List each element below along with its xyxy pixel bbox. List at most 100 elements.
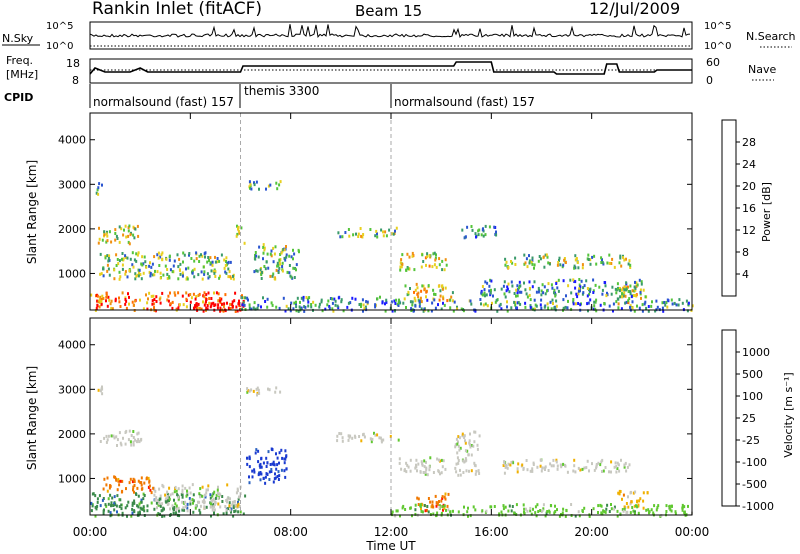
heatmap-cell [132,265,135,269]
heatmap-cell [533,263,536,267]
heatmap-cell [510,509,513,513]
heatmap-cell [533,307,536,311]
heatmap-cell [457,473,460,477]
heatmap-cell [608,470,610,474]
heatmap-cell [171,270,174,274]
heatmap-cell [261,270,263,274]
heatmap-cell [622,256,625,260]
heatmap-cell [488,225,491,229]
heatmap-cell [428,468,431,472]
heatmap-cell [161,502,164,506]
heatmap-cell [100,298,103,301]
heatmap-cell [357,232,360,236]
heatmap-cell [188,486,191,490]
heatmap-cell [139,298,141,302]
heatmap-cell [540,293,543,297]
heatmap-cell [445,508,447,512]
heatmap-cell [427,284,430,288]
heatmap-cell [98,494,101,498]
heatmap-cell [600,256,603,260]
heatmap-cell [619,490,622,493]
heatmap-cell [214,496,217,500]
heatmap-cell [444,258,447,262]
heatmap-cell [166,499,169,503]
heatmap-cell [417,462,420,466]
heatmap-cell [161,483,164,487]
heatmap-cell [186,277,189,281]
heatmap-cell [633,510,636,514]
heatmap-cell [213,505,216,509]
heatmap-cell [681,503,684,507]
heatmap-cell [258,245,261,249]
heatmap-cell [210,269,213,273]
heatmap-cell [280,251,283,255]
heatmap-cell [582,286,585,290]
heatmap-cell [459,473,462,477]
heatmap-cell [640,280,643,284]
heatmap-cell [116,510,118,514]
heatmap-cell [593,304,596,308]
heatmap-cell [226,483,229,487]
heatmap-cell [636,304,638,308]
heatmap-cell [281,265,284,268]
heatmap-cell [181,500,184,504]
heatmap-cell [145,477,148,481]
heatmap-cell [198,508,201,512]
heatmap-cell [417,295,420,299]
heatmap-cell [577,302,580,305]
heatmap-cell [441,284,443,288]
heatmap-cell [161,514,164,518]
heatmap-cell [285,304,288,308]
heatmap-cell [623,463,626,467]
heatmap-cell [400,467,403,471]
heatmap-cell [125,299,128,303]
heatmap-cell [257,449,260,453]
heatmap-cell [484,280,487,284]
heatmap-cell [502,507,505,511]
heatmap-cell [434,293,437,296]
heatmap-cell [522,503,525,507]
heatmap-cell [113,277,116,281]
heatmap-cell [620,264,623,268]
heatmap-cell [549,300,552,304]
heatmap-cell [268,478,271,481]
heatmap-cell [201,500,204,504]
heatmap-cell [619,287,621,290]
heatmap-cell [347,438,350,442]
heatmap-cell [223,258,226,262]
heatmap-cell [360,439,363,443]
heatmap-cell [257,255,260,259]
heatmap-cell [215,493,218,497]
heatmap-cell [438,505,441,509]
heatmap-cell [608,261,611,265]
heatmap-cell [112,504,115,507]
heatmap-cell [254,257,257,261]
heatmap-cell [399,265,402,269]
heatmap-cell [102,267,105,271]
heatmap-cell [550,307,553,311]
heatmap-cell [683,505,686,509]
heatmap-cell [332,309,335,313]
heatmap-cell [602,469,605,473]
heatmap-cell [625,469,628,473]
heatmap-cell [162,273,165,277]
heatmap-cell [229,307,232,310]
heatmap-cell [502,284,505,288]
heatmap-cell [627,299,630,303]
heatmap-cell [131,501,134,505]
heatmap-cell [633,512,636,516]
heatmap-cell [159,504,162,508]
heatmap-cell [456,456,459,460]
heatmap-cell [217,299,220,303]
heatmap-cell [439,472,441,476]
colorbar-tick-label: 12 [742,224,756,237]
heatmap-cell [374,305,377,309]
heatmap-cell [90,501,93,505]
heatmap-cell [232,514,235,518]
heatmap-cell [362,233,365,236]
heatmap-cell [113,508,116,512]
heatmap-cell [159,512,161,516]
heatmap-cell [218,297,221,301]
heatmap-cell [406,463,409,467]
